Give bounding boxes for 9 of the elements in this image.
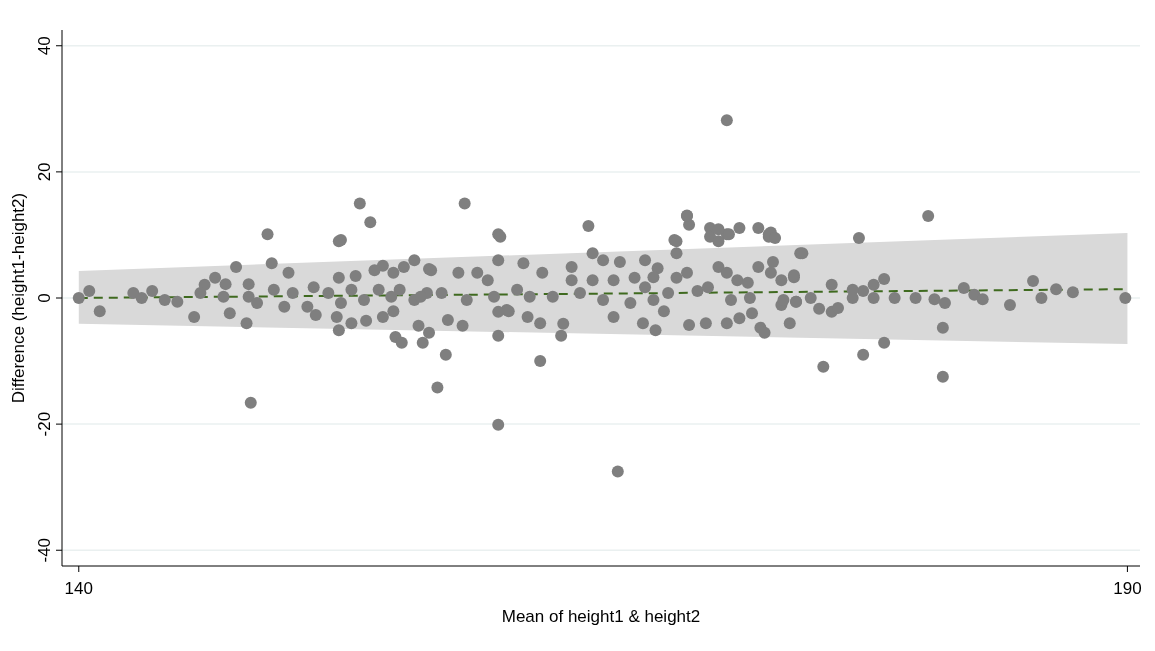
y-tick-label: 0 [35, 293, 54, 303]
x-tick-label: 140 [64, 579, 93, 598]
y-tick-label: 40 [35, 36, 54, 56]
x-tick-label: 190 [1113, 579, 1142, 598]
y-tick-label: 20 [35, 162, 54, 182]
y-tick-label: -20 [35, 411, 54, 437]
y-axis-title: Difference (height1-height2) [9, 192, 28, 404]
y-tick-label: -40 [35, 537, 54, 563]
x-axis-title: Mean of height1 & height2 [501, 607, 701, 626]
